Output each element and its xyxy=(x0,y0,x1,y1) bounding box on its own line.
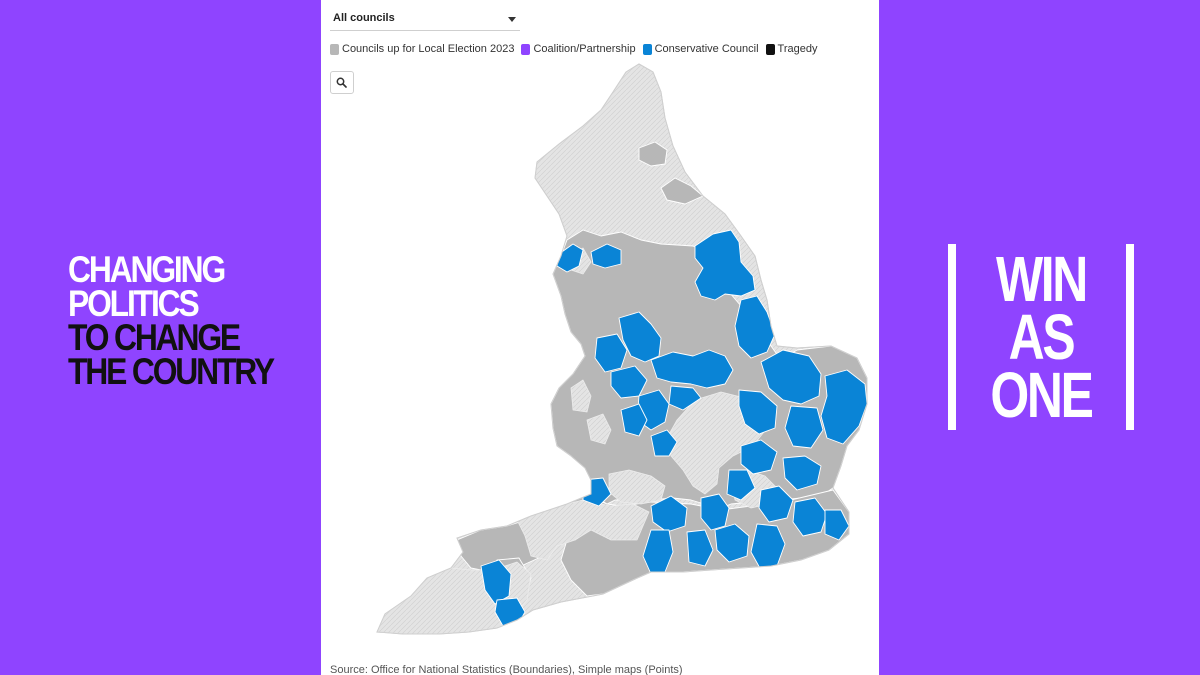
slogan-word: AS xyxy=(1008,301,1076,373)
legend-label: Tragedy xyxy=(777,43,818,55)
map-search-button[interactable] xyxy=(330,71,354,94)
slogan-line: TO CHANGE xyxy=(68,317,241,358)
slogan-line: THE COUNTRY xyxy=(68,351,275,392)
legend-item: Coalition/Partnership xyxy=(521,43,636,55)
legend-swatch xyxy=(765,43,775,55)
slogan-word: WIN xyxy=(995,243,1088,315)
chevron-down-icon xyxy=(508,17,516,22)
legend-label: Coalition/Partnership xyxy=(533,43,636,55)
source-note: Source: Office for National Statistics (… xyxy=(330,664,683,675)
legend-item: Conservative Council xyxy=(642,43,759,55)
map-legend: Councils up for Local Election 2023 Coal… xyxy=(330,43,817,55)
legend-label: Conservative Council xyxy=(654,43,759,55)
legend-swatch xyxy=(521,43,531,55)
legend-item: Councils up for Local Election 2023 xyxy=(330,43,514,55)
slogan-bar-left xyxy=(948,244,956,430)
slogan-changing-politics: CHANGING POLITICS TO CHANGE THE COUNTRY xyxy=(68,249,275,392)
dropdown-value: All councils xyxy=(333,12,395,24)
slogan-line: CHANGING xyxy=(68,249,226,290)
slogan-word: ONE xyxy=(990,359,1093,431)
legend-label: Councils up for Local Election 2023 xyxy=(342,43,515,55)
map-panel: All councils Councils up for Local Elect… xyxy=(321,0,879,675)
slogan-win-as-one: WIN AS ONE xyxy=(948,244,1134,430)
legend-item: Tragedy xyxy=(765,43,818,55)
slogan-line: POLITICS xyxy=(68,283,200,324)
slogan-words: WIN AS ONE xyxy=(948,243,1134,431)
councils-conservative xyxy=(480,229,867,627)
legend-swatch xyxy=(330,43,339,55)
search-icon xyxy=(336,77,347,88)
slogan-bar-right xyxy=(1126,244,1134,430)
council-filter-dropdown[interactable]: All councils xyxy=(330,8,520,31)
legend-swatch xyxy=(642,43,652,55)
england-council-map[interactable] xyxy=(321,0,879,675)
